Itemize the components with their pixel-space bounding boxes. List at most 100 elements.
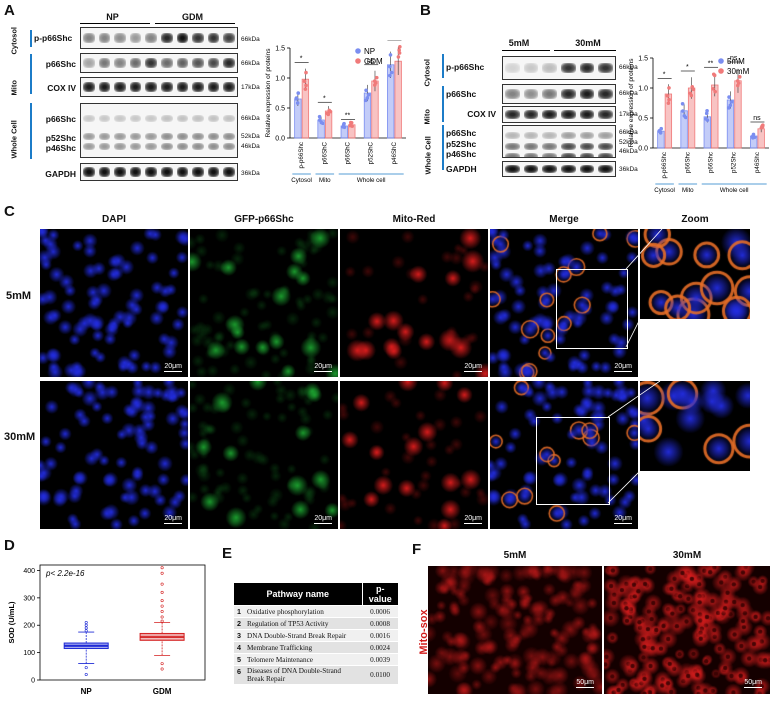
blot-band: [83, 133, 95, 141]
blot-band: [598, 110, 613, 119]
micrograph-dapi-30mm: 20μm: [40, 381, 188, 529]
blot-label-p52shc: p52Shc: [45, 133, 76, 143]
panel-label-f: F: [412, 541, 422, 558]
outlier-point: [84, 621, 88, 625]
blot-band: [83, 167, 95, 177]
blot-band: [161, 133, 173, 141]
data-point: [681, 109, 685, 113]
blot-band: [161, 114, 173, 122]
significance-label: *: [300, 56, 303, 63]
blot-band: [161, 33, 173, 43]
section-bar: [442, 54, 444, 78]
category-label: p66ShC: [321, 141, 328, 164]
p-value: 0.0024: [362, 641, 398, 654]
blot-band: [83, 143, 95, 151]
blot-label-p52shc: p52Shc: [446, 139, 477, 149]
blot-band: [176, 167, 189, 177]
blot-band: [114, 33, 126, 43]
plot-frame: [39, 564, 206, 681]
blot-band: [523, 165, 539, 173]
scale-bar: 50μm: [744, 679, 762, 688]
data-point: [388, 53, 393, 57]
table-row: 5 Telomere Maintenance 0.0039: [234, 653, 398, 666]
blot-band: [542, 132, 557, 140]
row-number: 5: [234, 653, 244, 666]
blot-band: [98, 58, 111, 68]
category-label: GDM: [153, 687, 172, 696]
section-label-mito: Mito: [422, 109, 432, 125]
micrograph-image: [340, 381, 488, 529]
blot-strip: [80, 53, 238, 73]
blot-band: [223, 114, 235, 122]
section-bar: [30, 103, 32, 159]
blot-strip: [502, 125, 616, 158]
outlier-point: [160, 610, 164, 614]
group-label: Cytosol: [291, 177, 312, 184]
data-point: [304, 70, 308, 75]
data-point: [296, 91, 301, 95]
y-tick-label: 0.0: [638, 146, 648, 153]
blot-label-p66shc-mito: p66Shc: [45, 59, 76, 69]
data-point: [665, 94, 670, 98]
blot-strip: [80, 27, 238, 49]
blot-band: [207, 167, 220, 177]
data-point: [364, 88, 368, 93]
micrograph-image: [40, 229, 188, 377]
blot-band: [223, 143, 235, 151]
group-line: [502, 50, 550, 51]
blot-band: [523, 110, 539, 119]
data-point: [372, 83, 377, 87]
y-tick-label: 400: [23, 568, 35, 575]
column-title-merge: Merge: [549, 214, 579, 225]
scale-bar: 20μm: [614, 515, 632, 524]
category-label: p66ShC: [345, 141, 352, 164]
column-title-5mm: 5mM: [503, 550, 527, 561]
column-title-30mm: 30mM: [672, 550, 702, 561]
category-label: p-p66Shc: [298, 142, 305, 169]
blot-band: [523, 89, 539, 99]
micrograph-gfp-5mm: 20μm: [190, 229, 338, 377]
blot-band: [176, 114, 189, 122]
data-point: [759, 125, 764, 130]
kda-label: 66kDa: [241, 36, 260, 43]
blot-band: [98, 82, 111, 92]
group-label-np: NP: [106, 12, 119, 22]
legend-label: NP: [364, 47, 375, 56]
blot-band: [176, 33, 189, 43]
micrograph-merge-30mm: 20μm: [490, 381, 638, 529]
blot-band: [579, 153, 595, 157]
outlier-point: [160, 566, 164, 570]
y-tick-label: 200: [23, 623, 35, 630]
data-point: [294, 97, 299, 101]
data-point: [711, 86, 715, 91]
micrograph-image: [340, 229, 488, 377]
legend-marker: [718, 68, 724, 74]
blot-band: [223, 133, 235, 141]
blot-band: [114, 58, 126, 68]
blot-band: [98, 167, 111, 177]
kda-label: 52kDa: [619, 139, 638, 146]
kda-label: 46kDa: [619, 148, 638, 155]
panel-a-western-blot: NP GDM Cytosol Mito Whole Cell p-p66Shc …: [0, 0, 270, 181]
blot-band: [542, 153, 557, 157]
blot-band: [223, 58, 235, 68]
outlier-point: [160, 571, 164, 575]
section-bar: [30, 54, 32, 94]
outlier-point: [84, 673, 88, 677]
blot-band: [523, 143, 539, 151]
outlier-point: [160, 619, 164, 623]
p-value: 0.0006: [362, 605, 398, 618]
data-point: [713, 89, 717, 94]
p-value: 0.0100: [362, 665, 398, 685]
y-axis-label: Relative expression of proteins: [265, 48, 272, 138]
column-title-gfp-p66shc: GFP-p66Shc: [234, 214, 294, 225]
blot-band: [192, 82, 204, 92]
y-tick-label: 300: [23, 595, 35, 602]
blot-band: [129, 143, 142, 151]
blot-band: [114, 133, 126, 141]
panel-b-western-blot: 5mM 30mM Cytosol Mito Whole Cell p-p66Sh…: [420, 0, 650, 180]
category-label: p66Shc: [684, 152, 691, 173]
blot-band: [207, 82, 220, 92]
blot-band: [579, 89, 595, 99]
panel-label-d: D: [4, 537, 15, 554]
